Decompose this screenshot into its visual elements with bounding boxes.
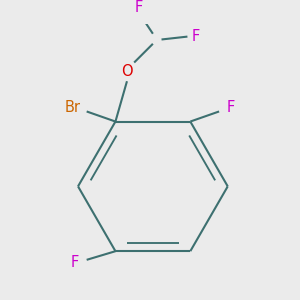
Text: F: F bbox=[192, 29, 200, 44]
Text: Br: Br bbox=[64, 100, 80, 115]
Text: F: F bbox=[71, 255, 79, 270]
Text: F: F bbox=[134, 0, 142, 15]
Text: F: F bbox=[226, 100, 235, 115]
Text: O: O bbox=[121, 64, 133, 79]
